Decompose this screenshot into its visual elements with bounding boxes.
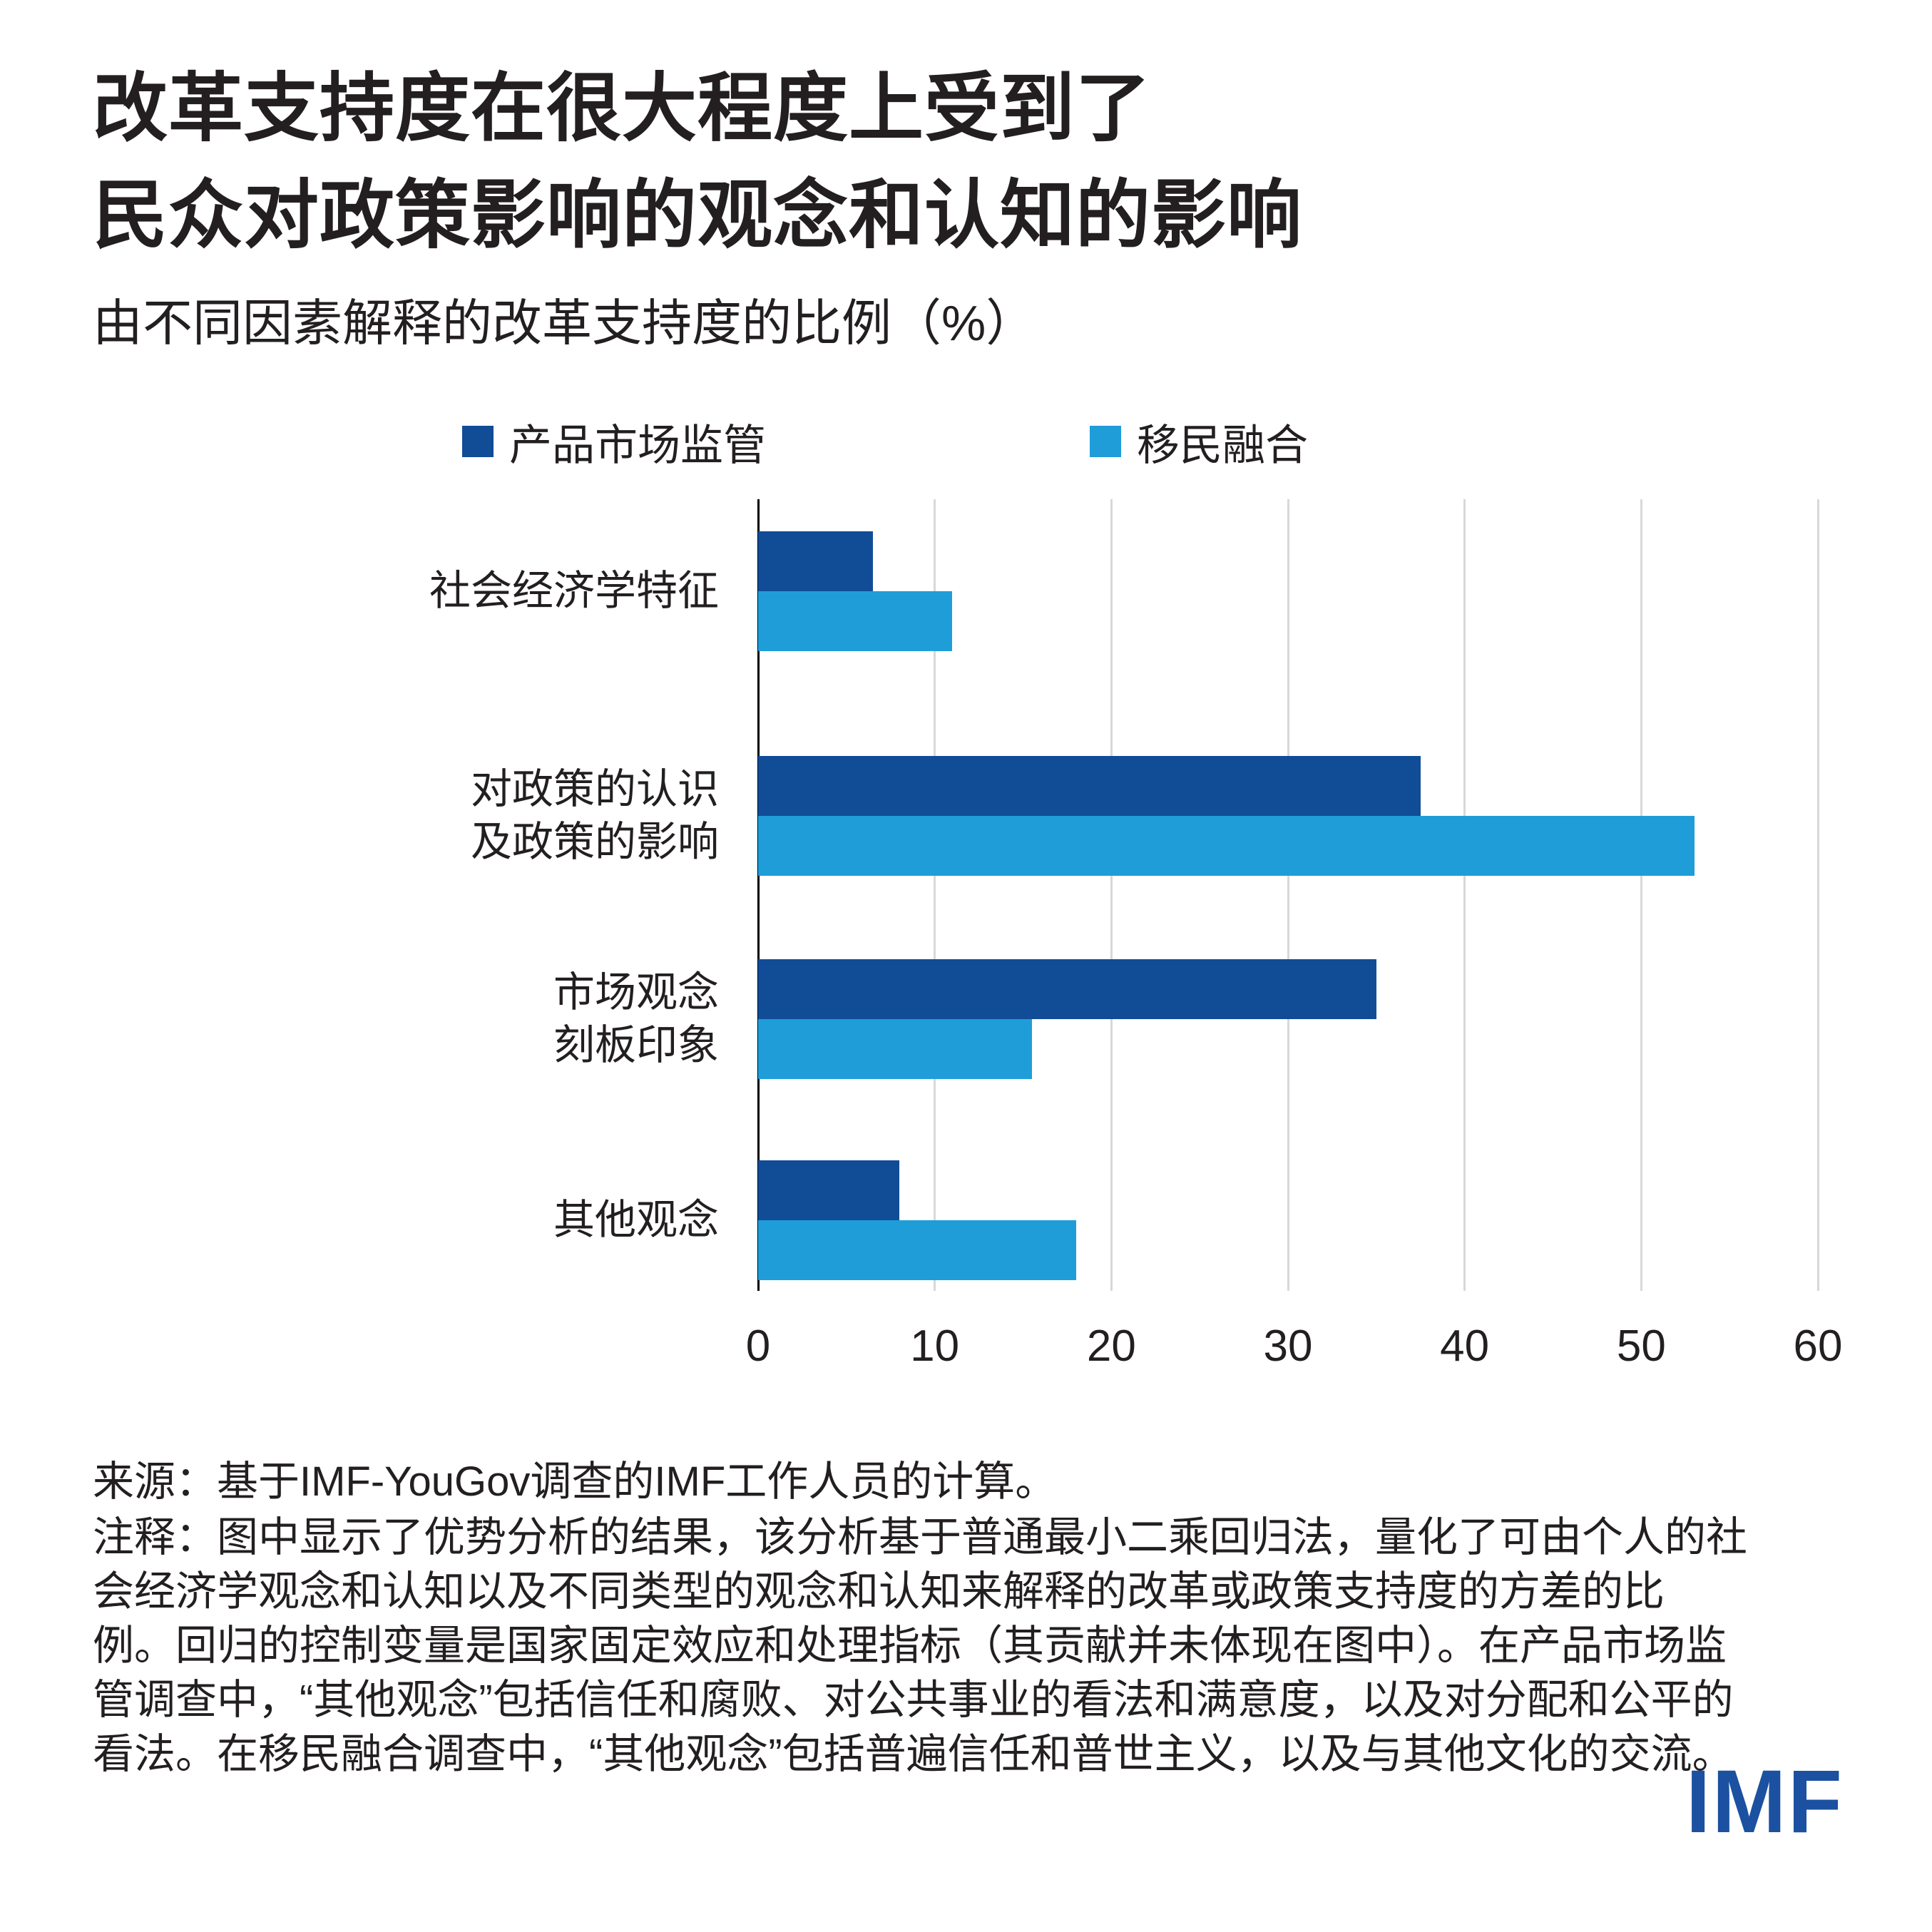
category-label-1: 对政策的认识 及政策的影响 (471, 763, 719, 869)
category-label-3: 其他观念 (553, 1194, 719, 1247)
x-tick-50: 50 (1616, 1322, 1666, 1371)
legend-label-mi: 移民融合 (1137, 421, 1308, 469)
gridline-20 (1110, 499, 1113, 1291)
x-tick-0: 0 (745, 1322, 771, 1371)
category-label-line: 市场观念 (553, 969, 719, 1016)
category-label-line: 及政策的影响 (470, 819, 719, 865)
imf-logo: IMF (1685, 1752, 1844, 1851)
x-tick-20: 20 (1086, 1322, 1136, 1371)
x-tick-30: 30 (1263, 1322, 1313, 1371)
source-note: 来源：基于IMF-YouGov调查的IMF工作人员的计算。 (93, 1458, 1057, 1505)
chart-title-line1: 改革支持度在很大程度上受到了 (93, 67, 1152, 150)
chart-subtitle: 由不同因素解释的改革支持度的比例（%） (93, 295, 1036, 351)
footnote-line: 例。回归的控制变量是国家固定效应和处理指标（其贡献并未体现在图中）。在产品市场监 (93, 1622, 1727, 1669)
legend-swatch-pmr (462, 426, 494, 457)
x-tick-60: 60 (1793, 1322, 1843, 1371)
x-tick-10: 10 (910, 1322, 960, 1371)
category-label-line: 对政策的认识 (470, 766, 719, 812)
category-label-2: 市场观念 刻板印象 (553, 966, 719, 1072)
footnote-line: 看法。在移民融合调查中，“其他观念”包括普遍信任和普世主义，以及与其他文化的交流… (93, 1731, 1734, 1777)
bar-pmr-cat2 (758, 959, 1376, 1019)
bar-pmr-cat3 (758, 1160, 900, 1220)
bar-mi-cat0 (758, 591, 953, 651)
gridline-50 (1640, 499, 1642, 1291)
footnote-line: 注释：图中显示了优势分析的结果，该分析基于普通最小二乘回归法，量化了可由个人的社 (93, 1514, 1748, 1560)
legend-label-pmr: 产品市场监管 (509, 421, 766, 469)
legend-swatch-mi (1090, 426, 1121, 457)
bar-pmr-cat1 (758, 756, 1421, 816)
gridline-30 (1287, 499, 1289, 1291)
bar-mi-cat3 (758, 1220, 1076, 1280)
category-label-line: 刻板印象 (553, 1022, 719, 1068)
chart-title: 改革支持度在很大程度上受到了 民众对政策影响的观念和认知的影响 (93, 56, 1302, 270)
gridline-60 (1816, 499, 1819, 1291)
footnote: 注释：图中显示了优势分析的结果，该分析基于普通最小二乘回归法，量化了可由个人的社… (93, 1511, 1747, 1782)
y-axis-line (757, 499, 760, 1291)
legend-item-pmr: 产品市场监管 (462, 418, 766, 469)
gridline-10 (934, 499, 936, 1291)
x-tick-40: 40 (1440, 1322, 1490, 1371)
gridline-40 (1463, 499, 1466, 1291)
footnote-line: 管调查中，“其他观念”包括信任和腐败、对公共事业的看法和满意度，以及对分配和公平… (93, 1677, 1734, 1723)
chart-title-line2: 民众对政策影响的观念和认知的影响 (93, 174, 1303, 257)
category-label-line: 其他观念 (553, 1197, 719, 1243)
legend-item-mi: 移民融合 (1090, 418, 1308, 469)
category-label-0: 社会经济学特征 (429, 565, 719, 618)
bar-mi-cat1 (758, 816, 1695, 876)
footnote-line: 会经济学观念和认知以及不同类型的观念和认知来解释的改革或政策支持度的方差的比 (93, 1568, 1665, 1615)
bar-pmr-cat0 (758, 531, 873, 591)
category-label-line: 社会经济学特征 (429, 568, 719, 614)
bar-mi-cat2 (758, 1019, 1032, 1079)
